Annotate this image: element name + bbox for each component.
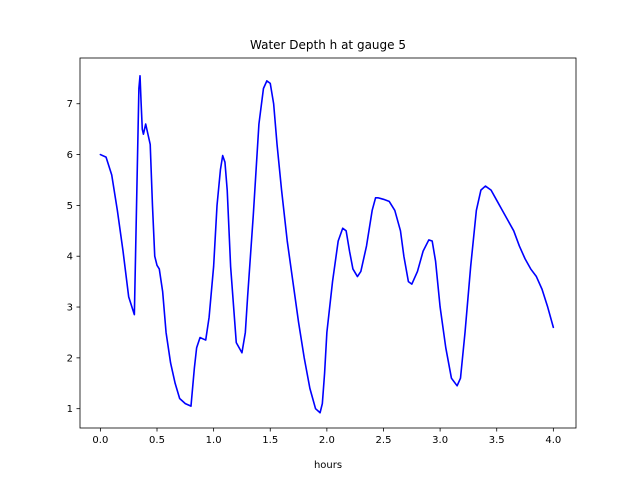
x-tick-label: 3.5 (489, 435, 505, 446)
x-tick-label: 4.0 (545, 435, 561, 446)
y-tick-label: 7 (67, 99, 73, 110)
x-tick-label: 0.5 (149, 435, 165, 446)
x-tick-label: 2.0 (319, 435, 335, 446)
plot-frame (79, 57, 577, 429)
plot-area-background (80, 58, 576, 428)
x-tick-label: 0.0 (92, 435, 108, 446)
x-tick-label: 3.0 (432, 435, 448, 446)
x-tick-label: 1.5 (262, 435, 278, 446)
y-tick-label: 4 (67, 252, 73, 263)
series-line-0 (99, 74, 555, 414)
y-tick-label: 2 (67, 353, 73, 364)
x-tick-label: 2.5 (376, 435, 392, 446)
y-axis: 1 2 3 4 5 6 7 (67, 99, 80, 415)
x-tick-label: 1.0 (206, 435, 222, 446)
x-axis: 0.0 0.5 1.0 1.5 2.0 2.5 3.0 3.5 4.0 (92, 428, 561, 446)
y-tick-label: 1 (67, 404, 73, 415)
y-tick-label: 6 (67, 150, 73, 161)
y-tick-label: 5 (67, 201, 73, 212)
y-tick-label: 3 (67, 303, 73, 314)
x-axis-label: hours (314, 460, 342, 471)
chart-title: Water Depth h at gauge 5 (250, 38, 406, 52)
series-layer (99, 74, 555, 414)
